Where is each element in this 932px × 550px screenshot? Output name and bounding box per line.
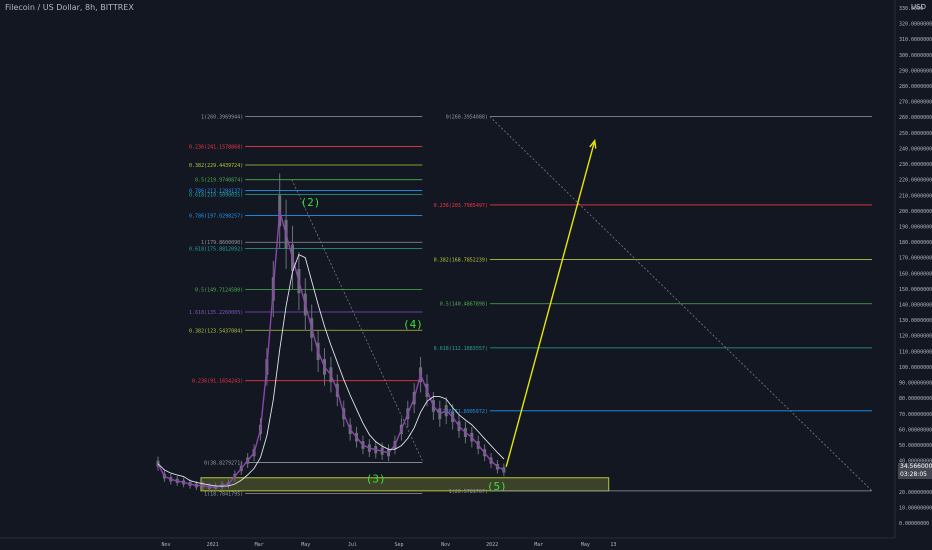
fib-left-level-label: 0.382(229.4439724): [189, 163, 243, 169]
fib-right-level-label: 0.618(112.1883557): [434, 346, 488, 352]
x-tick-label: Sep: [394, 542, 403, 548]
candle-body: [156, 460, 160, 467]
y-tick-label: 40.00000000: [899, 459, 932, 465]
y-tick-label: 200.0000000: [899, 209, 932, 215]
x-tick-label: Jul: [348, 542, 357, 548]
y-tick-label: 220.0000000: [899, 178, 932, 184]
projection-arrow-head: [589, 138, 597, 149]
y-tick-label: 110.0000000: [899, 349, 932, 355]
wave-label: (4): [403, 318, 423, 331]
fib-left-level-label: 0.618(210.5090035): [189, 192, 243, 198]
fib-right-level-label: 0.236(203.7985497): [434, 203, 488, 209]
wave-label: (2): [301, 196, 321, 209]
current-price-badge: 34.56600000 03:28:05: [898, 463, 932, 479]
y-tick-label: 190.0000000: [899, 224, 932, 230]
y-tick-label: 50.00000000: [899, 443, 932, 449]
fib-right-level-label: 0.786(71.8905972): [437, 409, 488, 415]
y-tick-label: 10.00000000: [899, 505, 932, 511]
x-tick-label: May: [581, 542, 590, 548]
fib-left-level-label: 0.618(175.8812092): [189, 246, 243, 252]
fib-right-level-label: 0.5(140.4867898): [440, 302, 488, 308]
projection-arrow: [505, 140, 596, 468]
fib-left-level-label: 0.382(123.5437084): [189, 328, 243, 334]
y-tick-label: 170.0000000: [899, 256, 932, 262]
y-tick-label: 120.0000000: [899, 334, 932, 340]
fib-left-level-label: 0.236(91.1654243): [192, 379, 243, 385]
y-tick-label: 20.00000000: [899, 490, 932, 496]
y-tick-label: 0.00000000: [899, 521, 929, 527]
fib-left-level-label: 0.5(219.9740874): [195, 178, 243, 184]
y-tick-label: 330.0000: [899, 6, 923, 12]
x-tick-label: 2022: [486, 542, 498, 548]
fib-left-level-label: 1(18.7841795): [204, 492, 243, 498]
y-tick-label: 270.0000000: [899, 100, 932, 106]
fib-left-level-label: 1(260.3969944): [201, 115, 243, 121]
y-tick-label: 100.0000000: [899, 365, 932, 371]
y-tick-label: 160.0000000: [899, 271, 932, 277]
series-line-slow: [157, 253, 505, 487]
fib-left-level-label: 0.5(149.7124580): [195, 287, 243, 293]
x-tick-label: Nov: [161, 542, 170, 548]
y-tick-label: 180.0000000: [899, 240, 932, 246]
y-tick-label: 300.0000000: [899, 53, 932, 59]
dashed-trendline: [489, 116, 873, 492]
y-tick-label: 310.0000000: [899, 37, 932, 43]
fib-left-level-label: 1(179.8600090): [201, 240, 243, 246]
fib-left-level-label: 0.786(213.1284137): [189, 188, 243, 194]
fib-right-level-label: 1(20.5781707): [449, 489, 488, 495]
y-tick-label: 140.0000000: [899, 303, 932, 309]
y-tick-label: 230.0000000: [899, 162, 932, 168]
y-tick-label: 70.00000000: [899, 412, 932, 418]
y-tick-label: 150.0000000: [899, 287, 932, 293]
x-tick-label: Mar: [255, 542, 264, 548]
x-tick-label: 2021: [207, 542, 219, 548]
target-zone: [200, 477, 610, 492]
x-tick-label: 13: [610, 542, 616, 548]
y-tick-label: 80.00000000: [899, 396, 932, 402]
x-tick-label: Nov: [441, 542, 450, 548]
y-tick-label: 320.0000000: [899, 22, 932, 28]
wave-label: (5): [487, 480, 507, 493]
wave-label: (3): [366, 472, 386, 485]
fib-left-level-label: 0(38.8279271): [204, 460, 243, 466]
y-tick-label: 60.00000000: [899, 427, 932, 433]
y-tick-label: 90.00000000: [899, 381, 932, 387]
series-line-fast: [157, 210, 505, 488]
y-tick-label: 250.0000000: [899, 131, 932, 137]
fib-right-level-label: 0.382(168.7852239): [434, 258, 488, 264]
symbol-title: Filecoin / US Dollar, 8h, BITTREX: [5, 3, 134, 12]
y-tick-label: 240.0000000: [899, 146, 932, 152]
current-price-value: 34.56600000: [900, 463, 932, 470]
currency-label: USD: [911, 3, 926, 11]
y-tick-label: 290.0000000: [899, 68, 932, 74]
fib-left-level-label: 1.618(135.2260005): [189, 310, 243, 316]
bar-countdown: 03:28:05: [900, 471, 927, 478]
fib-left-level-label: 0.786(197.0298257): [189, 214, 243, 220]
y-tick-label: 130.0000000: [899, 318, 932, 324]
x-tick-label: May: [301, 542, 310, 548]
fib-right-level-label: 0(260.3954088): [446, 115, 488, 121]
x-tick-label: Mar: [534, 542, 543, 548]
fib-left-level-label: 0.236(241.1578868): [189, 145, 243, 151]
y-tick-label: 260.0000000: [899, 115, 932, 121]
y-tick-label: 280.0000000: [899, 84, 932, 90]
y-tick-label: 210.0000000: [899, 193, 932, 199]
